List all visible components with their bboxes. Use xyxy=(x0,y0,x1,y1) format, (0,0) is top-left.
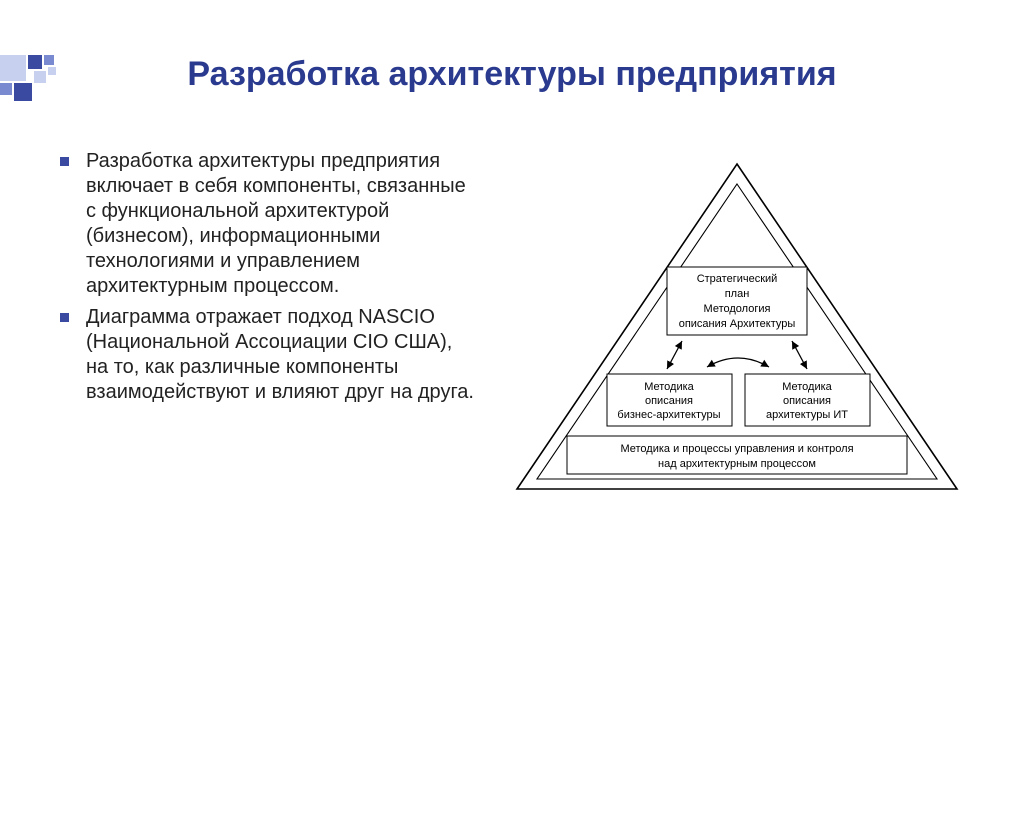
svg-text:Методика: Методика xyxy=(644,381,694,393)
svg-text:Стратегический: Стратегический xyxy=(697,273,778,285)
pyramid-diagram: Стратегический план Методология описания… xyxy=(480,149,994,519)
bullet-item: Диаграмма отражает подход NASCIO (Национ… xyxy=(60,305,480,405)
node-mid-right: Методика описания архитектуры ИТ xyxy=(745,374,870,426)
svg-text:архитектуры ИТ: архитектуры ИТ xyxy=(766,409,848,421)
svg-text:Методология: Методология xyxy=(704,303,771,315)
corner-decoration-icon xyxy=(0,55,100,115)
node-mid-left: Методика описания бизнес-архитектуры xyxy=(607,374,732,426)
svg-text:описания Архитектуры: описания Архитектуры xyxy=(679,318,796,330)
svg-text:Методика и процессы управления: Методика и процессы управления и контрол… xyxy=(620,443,853,455)
arrow-top-midright xyxy=(792,341,807,369)
svg-text:план: план xyxy=(725,288,750,300)
svg-text:бизнес-архитектуры: бизнес-архитектуры xyxy=(617,409,720,421)
node-bottom: Методика и процессы управления и контрол… xyxy=(567,436,907,474)
node-top: Стратегический план Методология описания… xyxy=(667,267,807,335)
content-row: Разработка архитектуры предприятия включ… xyxy=(0,149,1024,519)
arrow-midleft-midright xyxy=(707,358,769,367)
svg-text:Методика: Методика xyxy=(782,381,832,393)
bullet-list: Разработка архитектуры предприятия включ… xyxy=(60,149,480,411)
svg-text:над архитектурным процессом: над архитектурным процессом xyxy=(658,458,816,470)
svg-text:описания: описания xyxy=(645,395,693,407)
svg-text:описания: описания xyxy=(783,395,831,407)
slide-title: Разработка архитектуры предприятия xyxy=(0,55,1024,94)
bullet-item: Разработка архитектуры предприятия включ… xyxy=(60,149,480,299)
arrow-top-midleft xyxy=(667,341,682,369)
